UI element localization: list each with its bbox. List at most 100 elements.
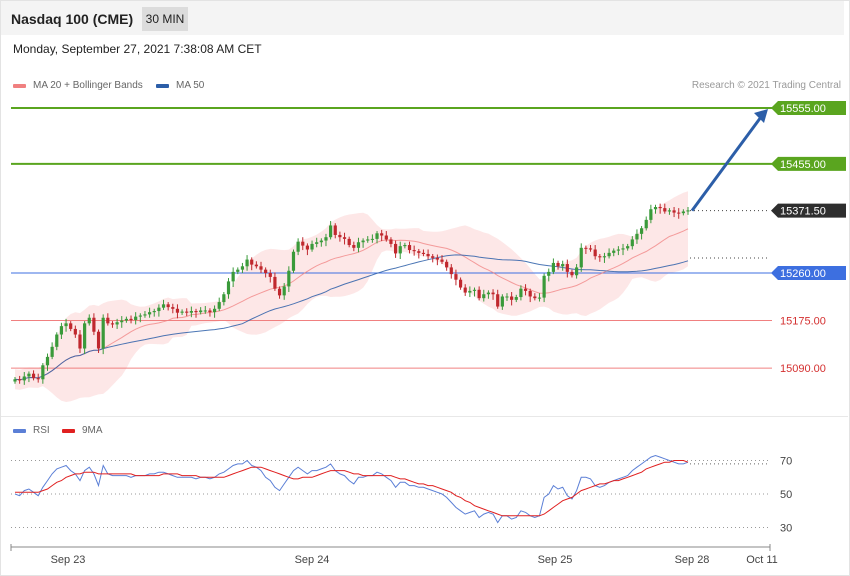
candle-body [78,334,82,349]
candle-body [152,311,156,313]
candle-body [96,331,101,349]
candle-body [421,252,426,254]
candle-body [143,314,147,316]
candle-body [277,288,282,296]
candle-body [245,259,249,267]
candle-body [310,243,314,250]
candle-body [240,266,245,270]
candle-body [593,249,597,257]
candle-body [607,252,611,257]
candle-body [454,274,458,280]
candle-body [644,219,648,229]
candle-body [110,323,115,325]
candle-body [412,250,416,252]
price-tag-pivot [771,266,846,280]
candle-body [315,242,319,244]
candle-body [496,294,500,307]
candle-body [333,225,337,235]
candle-body [463,287,467,293]
candle-body [584,247,588,249]
candle-body [449,267,453,275]
candle-body [352,245,356,248]
price-tag-resistance [771,101,846,115]
candle-body [667,210,672,212]
legend-rsi: RSI [13,425,50,436]
candle-body [630,239,634,247]
candle-body [366,239,370,241]
price-tag-last [771,203,846,218]
candle-body [393,243,398,254]
x-tick-label: Sep 28 [675,554,710,566]
candle-body [31,373,36,379]
candle-body [361,240,365,243]
candle-body [120,320,124,323]
candle-body [329,225,333,238]
candle-body [384,235,388,240]
candle-body [491,292,495,295]
candle-body [148,312,152,315]
x-tick-label: Sep 23 [51,554,86,566]
candle-body [380,233,384,236]
candle-body [45,356,50,366]
candle-body [64,323,68,327]
candle-body [477,289,481,299]
legend-ma20-bollinger: MA 20 + Bollinger Bands [13,80,143,91]
legend-label: MA 50 [176,80,205,91]
x-tick-label: Sep 25 [538,554,573,566]
price-tag-label: 15260.00 [780,268,826,280]
candle-body [175,308,180,313]
price-tag-label: 15090.00 [780,363,826,375]
ma20-swatch [13,83,26,88]
candle-body [138,315,142,317]
candle-body [533,296,537,299]
candle-body [626,246,630,249]
price-tag-label: 15175.00 [780,316,826,328]
candle-body [18,379,22,381]
candle-body [528,290,532,297]
legend-label: 9MA [82,425,103,436]
candle-body [588,248,593,250]
candle-body [22,376,26,381]
candle-body [523,288,528,291]
candle-body [570,271,574,276]
candle-body [226,281,231,295]
price-tag-label: 15455.00 [780,159,826,171]
candle-body [482,294,486,299]
candle-body [222,294,226,303]
x-tick-label: Oct 11 [746,554,778,566]
candle-body [36,378,40,380]
candle-body [106,317,110,324]
candle-body [602,256,607,258]
candle-body [639,228,644,234]
candle-body [356,242,361,248]
timestamp: Monday, September 27, 2021 7:38:08 AM CE… [13,42,262,56]
candle-body [514,297,518,300]
candle-body [519,288,523,298]
legend-9ma: 9MA [62,425,103,436]
candle-body [287,270,291,287]
timeframe-badge[interactable]: 30 MIN [142,7,188,31]
legend-ma50: MA 50 [156,80,204,91]
rsi-swatch [13,428,26,433]
candle-body [677,212,681,214]
candle-body [616,249,620,251]
candle-body [598,256,602,258]
rsi-series-0 [14,454,689,524]
candle-body [134,316,138,320]
candle-body [41,365,45,380]
candle-body [458,279,463,288]
candle-body [403,245,407,247]
candle-body [612,250,616,253]
candle-body [407,245,412,251]
candle-body [500,296,504,307]
legend-label: RSI [33,425,50,436]
credit-text: Research © 2021 Trading Central [691,80,841,91]
candle-body [203,310,207,312]
price-tag-label: 15371.50 [780,206,826,218]
x-tick-label: Sep 24 [295,554,330,566]
candle-body [426,253,430,257]
candle-body [547,271,551,276]
candle-body [217,302,221,309]
candle-body [180,311,184,313]
candle-body [282,286,286,296]
